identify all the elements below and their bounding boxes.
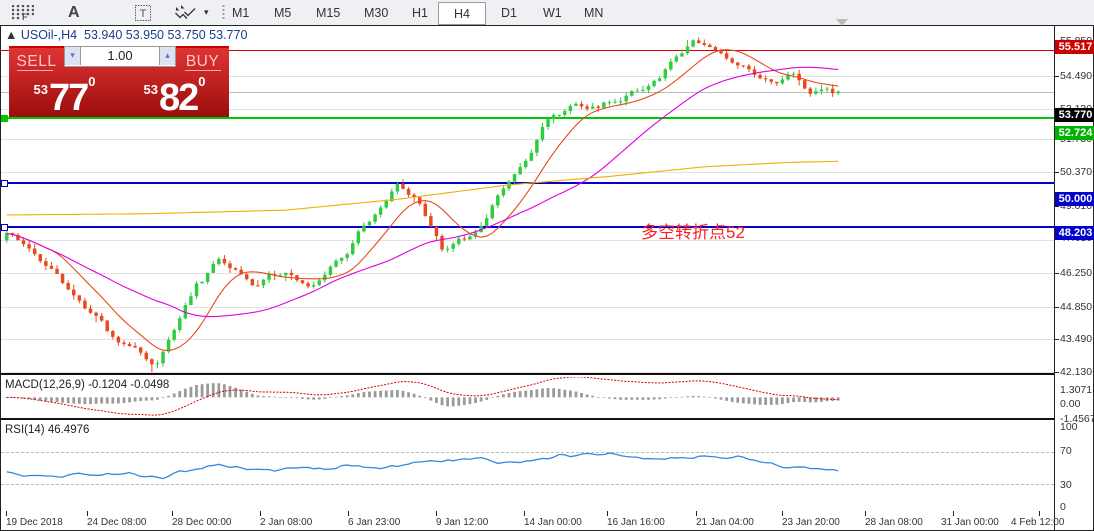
svg-text:T: T xyxy=(140,8,147,20)
